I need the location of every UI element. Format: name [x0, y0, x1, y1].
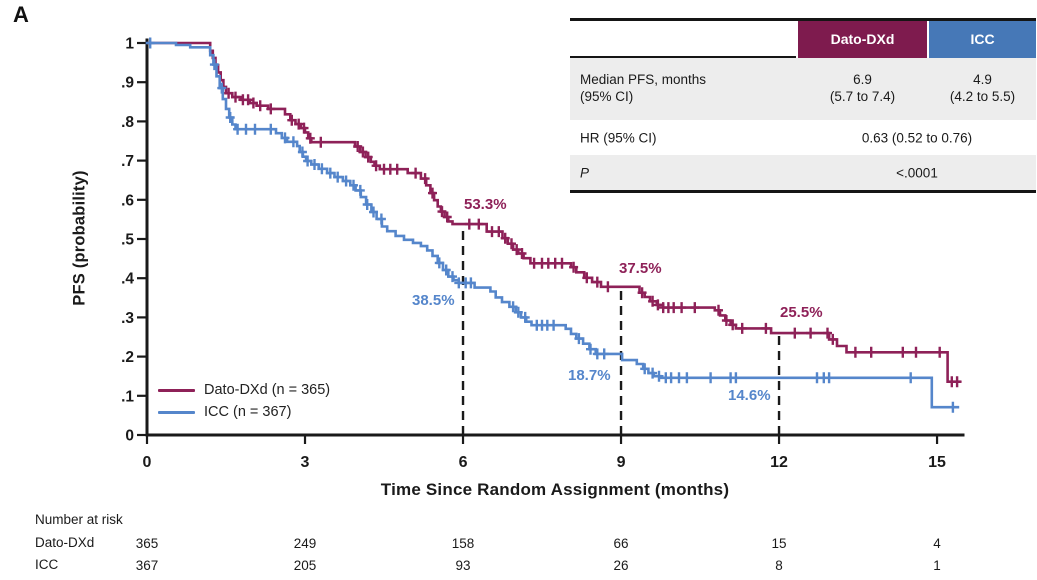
- panel-label: A: [13, 2, 29, 27]
- stats-header-dato: Dato-DXd: [798, 21, 927, 58]
- stats-p-label: P: [580, 165, 590, 180]
- legend-label-icc: ICC (n = 367): [204, 404, 292, 420]
- at-risk-value: 365: [136, 536, 159, 551]
- at-risk-value: 158: [452, 536, 475, 551]
- annotation-dato-12mo: 25.5%: [780, 304, 823, 321]
- stats-row-hr: HR (95% CI) 0.63 (0.52 to 0.76): [570, 120, 1036, 155]
- y-tick-label: .5: [121, 232, 134, 249]
- at-risk-value: 249: [294, 536, 317, 551]
- at-risk-value: 93: [456, 558, 471, 573]
- x-axis-title: Time Since Random Assignment (months): [380, 480, 730, 499]
- x-tick-label: 3: [301, 454, 310, 471]
- legend-item-icc: ICC (n = 367): [158, 401, 330, 423]
- y-tick-label: .6: [121, 192, 134, 209]
- x-tick-label: 9: [617, 454, 626, 471]
- annotation-icc-9mo: 18.7%: [568, 367, 611, 384]
- legend: Dato-DXd (n = 365) ICC (n = 367): [158, 379, 330, 423]
- stats-row-median: Median PFS, months (95% CI) 6.9 (5.7 to …: [570, 58, 1036, 120]
- legend-line-icc: [158, 410, 195, 414]
- x-tick-label: 0: [143, 454, 152, 471]
- y-axis-title: PFS (probability): [70, 170, 89, 306]
- y-tick-label: .9: [121, 75, 134, 92]
- at-risk-row-label-dato: Dato-DXd: [35, 535, 95, 550]
- annotation-icc-12mo: 14.6%: [728, 387, 771, 404]
- x-tick-label: 6: [459, 454, 468, 471]
- y-tick-label: .3: [121, 310, 134, 327]
- at-risk-value: 15: [772, 536, 787, 551]
- stats-table-bottom-border: [570, 190, 1036, 193]
- at-risk-value: 66: [614, 536, 629, 551]
- at-risk-value: 367: [136, 558, 159, 573]
- stats-p-value: <.0001: [896, 165, 938, 180]
- annotation-icc-6mo: 38.5%: [412, 292, 455, 309]
- x-tick-label: 12: [770, 454, 788, 471]
- y-tick-label: .2: [121, 349, 134, 366]
- stats-table-top-border: [570, 18, 1036, 21]
- legend-item-dato: Dato-DXd (n = 365): [158, 379, 330, 401]
- km-curve-icc: [147, 41, 960, 409]
- stats-hr-value: 0.63 (0.52 to 0.76): [861, 130, 973, 145]
- stats-table: Dato-DXd ICC Median PFS, months (95% CI)…: [570, 18, 1036, 193]
- stats-median-label: Median PFS, months (95% CI): [580, 72, 707, 104]
- at-risk-value: 4: [933, 536, 941, 551]
- legend-line-dato: [158, 388, 195, 392]
- annotation-dato-6mo: 53.3%: [464, 196, 507, 213]
- y-tick-label: .7: [121, 153, 134, 170]
- y-tick-label: 0: [125, 428, 134, 445]
- censor-marks-dato: [224, 87, 962, 388]
- annotation-dato-9mo: 37.5%: [619, 260, 662, 277]
- y-tick-label: .8: [121, 114, 134, 131]
- censor-marks-icc: [145, 37, 958, 413]
- at-risk-value: 1: [933, 558, 941, 573]
- at-risk-value: 8: [775, 558, 783, 573]
- y-tick-label: .1: [121, 388, 134, 405]
- x-tick-label: 15: [928, 454, 946, 471]
- stats-row-p: P <.0001: [570, 155, 1036, 190]
- stats-median-dato-value: 6.9 (5.7 to 7.4): [829, 72, 896, 104]
- stats-median-icc-value: 4.9 (4.2 to 5.5): [949, 72, 1016, 104]
- at-risk-value: 26: [614, 558, 629, 573]
- stats-hr-label: HR (95% CI): [580, 130, 657, 145]
- y-tick-label: 1: [125, 36, 134, 53]
- at-risk-row-label-icc: ICC: [35, 557, 59, 572]
- y-tick-label: .4: [121, 271, 134, 288]
- stats-table-header-row: Dato-DXd ICC: [570, 21, 1036, 58]
- at-risk-value: 205: [294, 558, 317, 573]
- stats-header-blank-cell: [570, 21, 796, 58]
- legend-label-dato: Dato-DXd (n = 365): [204, 382, 331, 398]
- at-risk-title: Number at risk: [35, 512, 123, 527]
- stats-header-icc: ICC: [929, 21, 1036, 58]
